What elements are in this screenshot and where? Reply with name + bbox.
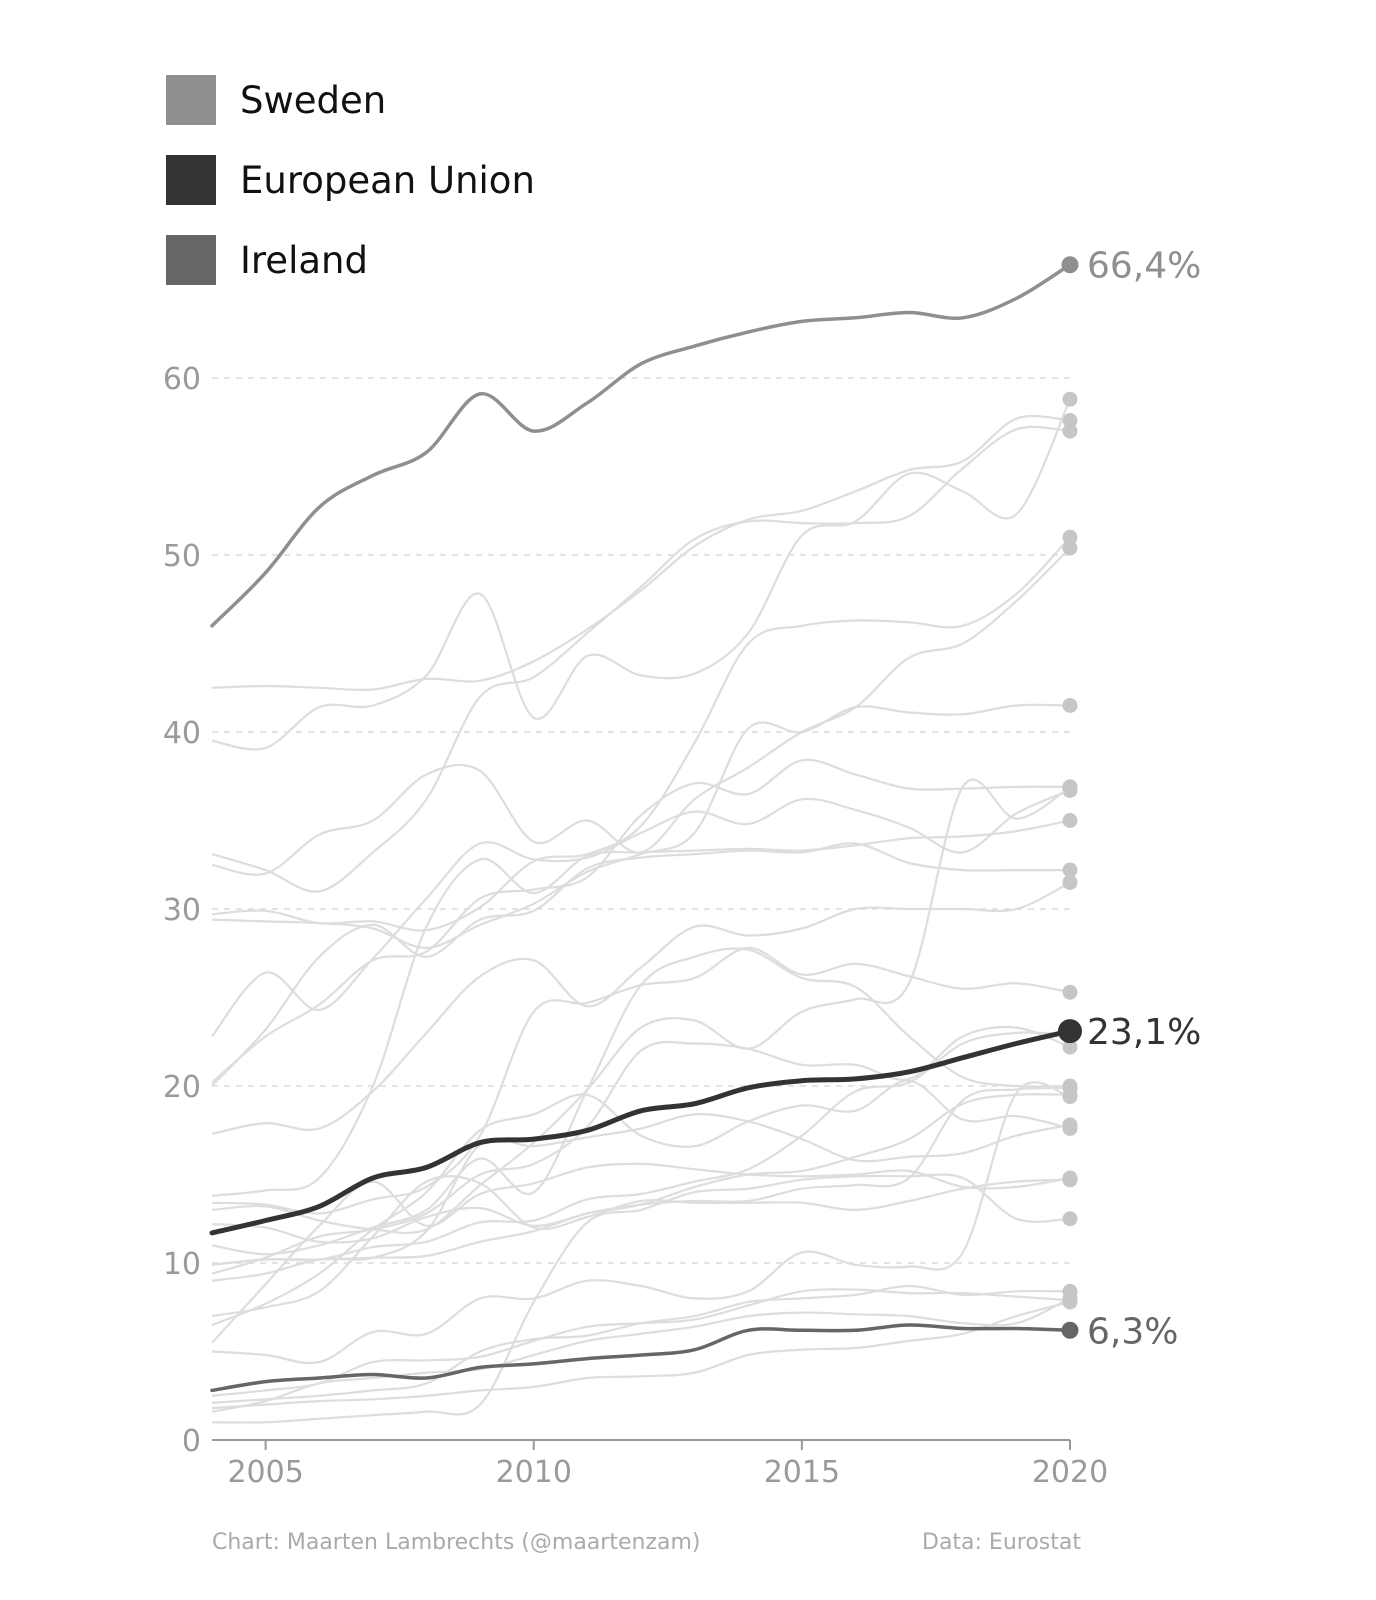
end-label-ireland: 6,3% bbox=[1087, 1311, 1178, 1352]
series-end-dot bbox=[1062, 984, 1078, 1000]
y-tick-label: 10 bbox=[163, 1247, 201, 1282]
legend-swatch-sweden bbox=[166, 75, 216, 125]
x-tick-label: 2005 bbox=[227, 1455, 303, 1490]
series-line bbox=[211, 1081, 1071, 1365]
y-tick-label: 30 bbox=[163, 893, 201, 928]
data-source: Data: Eurostat bbox=[922, 1530, 1081, 1555]
axes: 0 10 20 30 40 50 60 2005 2010 2015 2020 bbox=[163, 362, 1108, 1490]
y-tick-label: 60 bbox=[163, 362, 201, 397]
series-end-dot bbox=[1062, 540, 1078, 556]
series-line bbox=[211, 414, 1071, 692]
series-end-dot bbox=[1062, 391, 1078, 407]
legend-label-european-union: European Union bbox=[240, 159, 535, 202]
series-end-dot bbox=[1062, 862, 1078, 878]
background-series bbox=[211, 391, 1078, 1424]
series-line bbox=[211, 1086, 1071, 1266]
line-ireland bbox=[210, 1323, 1072, 1393]
legend-label-ireland: Ireland bbox=[240, 239, 368, 282]
series-line bbox=[211, 1284, 1071, 1404]
x-tick-label: 2010 bbox=[496, 1455, 572, 1490]
series-line bbox=[211, 1079, 1071, 1327]
series-line bbox=[211, 1297, 1071, 1413]
x-tick-label: 2020 bbox=[1032, 1455, 1108, 1490]
series-end-dot bbox=[1062, 874, 1078, 890]
legend-label-sweden: Sweden bbox=[240, 79, 387, 122]
end-dot-ireland bbox=[1061, 1321, 1079, 1339]
y-tick-label: 0 bbox=[182, 1424, 201, 1459]
series-line bbox=[211, 1175, 1071, 1318]
series-line bbox=[211, 1288, 1071, 1397]
series-line bbox=[211, 1300, 1071, 1410]
series-line bbox=[211, 425, 1071, 893]
series-end-dot bbox=[1062, 813, 1078, 828]
series-end-dot bbox=[1062, 779, 1078, 795]
y-tick-label: 20 bbox=[163, 1070, 201, 1105]
series-end-dot bbox=[1062, 423, 1078, 439]
highlighted-series bbox=[209, 256, 1082, 1393]
line-european-union bbox=[209, 1028, 1073, 1236]
y-tick-label: 50 bbox=[163, 539, 201, 574]
end-label-sweden: 66,4% bbox=[1087, 246, 1201, 287]
series-line bbox=[211, 947, 1071, 1256]
series-line bbox=[211, 398, 1071, 751]
series-end-dot bbox=[1062, 1120, 1078, 1136]
x-tick-label: 2015 bbox=[764, 1455, 840, 1490]
chart-credit: Chart: Maarten Lambrechts (@maartenzam) bbox=[212, 1530, 701, 1555]
y-tick-label: 40 bbox=[163, 716, 201, 751]
series-end-dot bbox=[1062, 1089, 1078, 1105]
end-dot-sweden bbox=[1061, 256, 1079, 274]
series-line bbox=[211, 946, 1071, 1215]
series-line bbox=[211, 536, 1071, 932]
series-end-dot bbox=[1062, 1172, 1078, 1188]
series-end-dot bbox=[1062, 412, 1078, 428]
series-line bbox=[211, 819, 1071, 1197]
end-dot-european-union bbox=[1058, 1019, 1082, 1044]
series-line bbox=[211, 1162, 1071, 1344]
end-labels: 66,4% 23,1% 6,3% bbox=[1087, 246, 1201, 1353]
series-end-dot bbox=[1062, 697, 1078, 713]
series-line bbox=[211, 758, 1071, 1084]
series-line bbox=[211, 1112, 1071, 1282]
line-sweden bbox=[210, 262, 1072, 628]
series-end-dot bbox=[1062, 1039, 1078, 1055]
series-line bbox=[211, 842, 1070, 1087]
legend-swatch-european-union bbox=[166, 155, 216, 205]
series-line bbox=[211, 881, 1071, 1135]
series-line bbox=[211, 1173, 1071, 1424]
legend-swatch-ireland bbox=[166, 235, 216, 285]
series-end-dot bbox=[1062, 1211, 1078, 1227]
end-label-european-union: 23,1% bbox=[1087, 1012, 1201, 1053]
series-end-dot bbox=[1062, 529, 1078, 545]
series-end-dot bbox=[1062, 1294, 1078, 1310]
